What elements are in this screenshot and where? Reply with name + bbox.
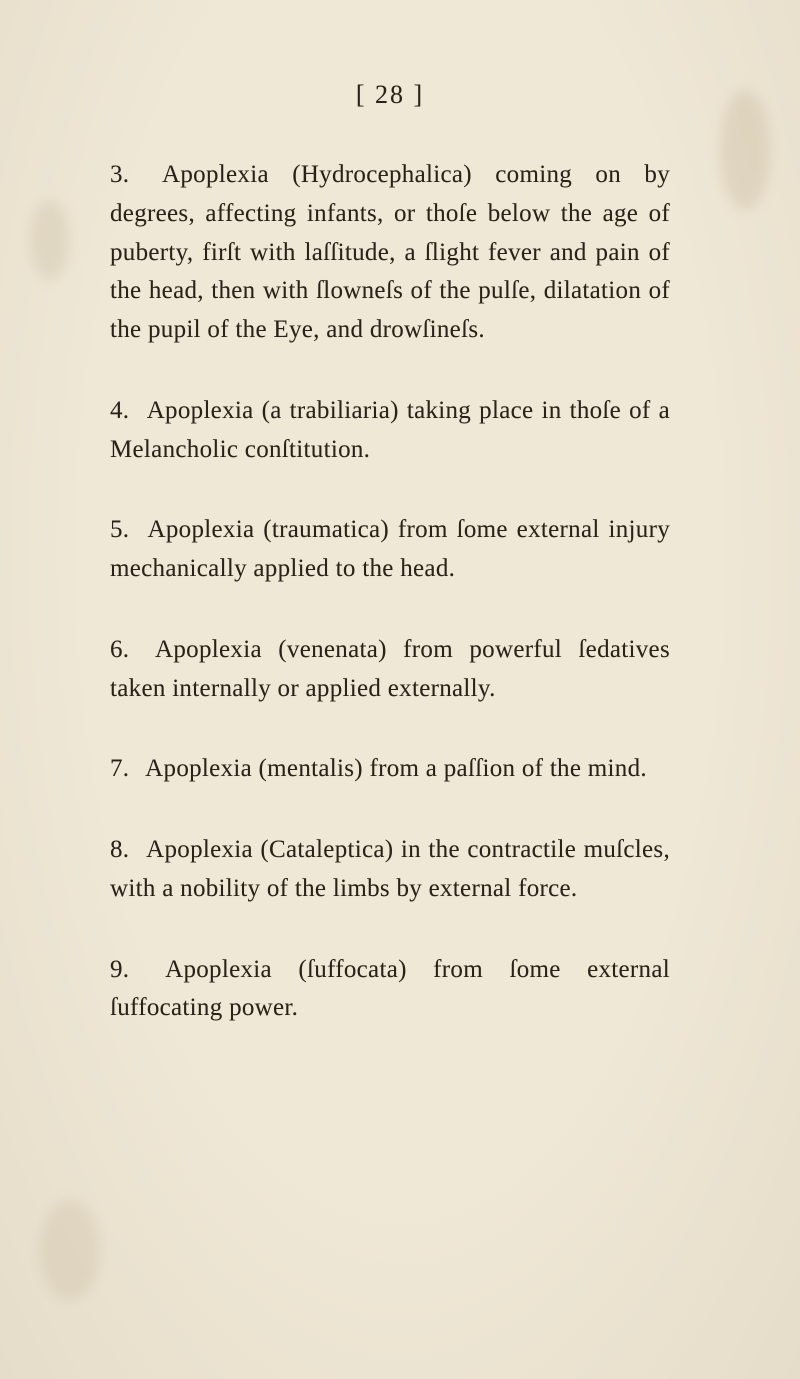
item-number: 8. <box>110 831 140 870</box>
list-item: 9. Apoplexia (ſuffocata) from ſome exter… <box>110 951 670 1029</box>
item-text: Apoplexia (a trabiliaria) taking place i… <box>110 397 670 463</box>
item-text: Apoplexia (Cataleptica) in the contracti… <box>110 836 670 902</box>
paper-stain <box>30 200 70 280</box>
list-item: 7. Apoplexia (mentalis) from a paſſion o… <box>110 750 670 789</box>
item-number: 7. <box>110 750 140 789</box>
list-item: 3. Apoplexia (Hydrocephalica) coming on … <box>110 156 670 350</box>
paper-stain <box>40 1200 100 1300</box>
item-number: 9. <box>110 951 140 990</box>
list-item: 6. Apoplexia (venenata) from powerful ſe… <box>110 631 670 709</box>
item-number: 5. <box>110 511 140 550</box>
list-item: 8. Apoplexia (Cataleptica) in the contra… <box>110 831 670 909</box>
item-number: 6. <box>110 631 140 670</box>
list-item: 5. Apoplexia (traumatica) from ſome exte… <box>110 511 670 589</box>
page-content: [ 28 ] 3. Apoplexia (Hydrocephalica) com… <box>110 80 670 1070</box>
list-item: 4. Apoplexia (a trabiliaria) taking plac… <box>110 392 670 470</box>
item-text: Apoplexia (traumatica) from ſome externa… <box>110 516 670 582</box>
item-text: Apoplexia (mentalis) from a paſſion of t… <box>145 755 647 782</box>
item-text: Apoplexia (Hydrocephalica) coming on by … <box>110 161 670 343</box>
item-text: Apoplexia (ſuffocata) from ſome external… <box>110 956 670 1022</box>
page-number: [ 28 ] <box>110 80 670 110</box>
item-number: 3. <box>110 156 140 195</box>
item-text: Apoplexia (venenata) from powerful ſedat… <box>110 636 670 702</box>
paper-stain <box>720 90 770 210</box>
item-number: 4. <box>110 392 140 431</box>
